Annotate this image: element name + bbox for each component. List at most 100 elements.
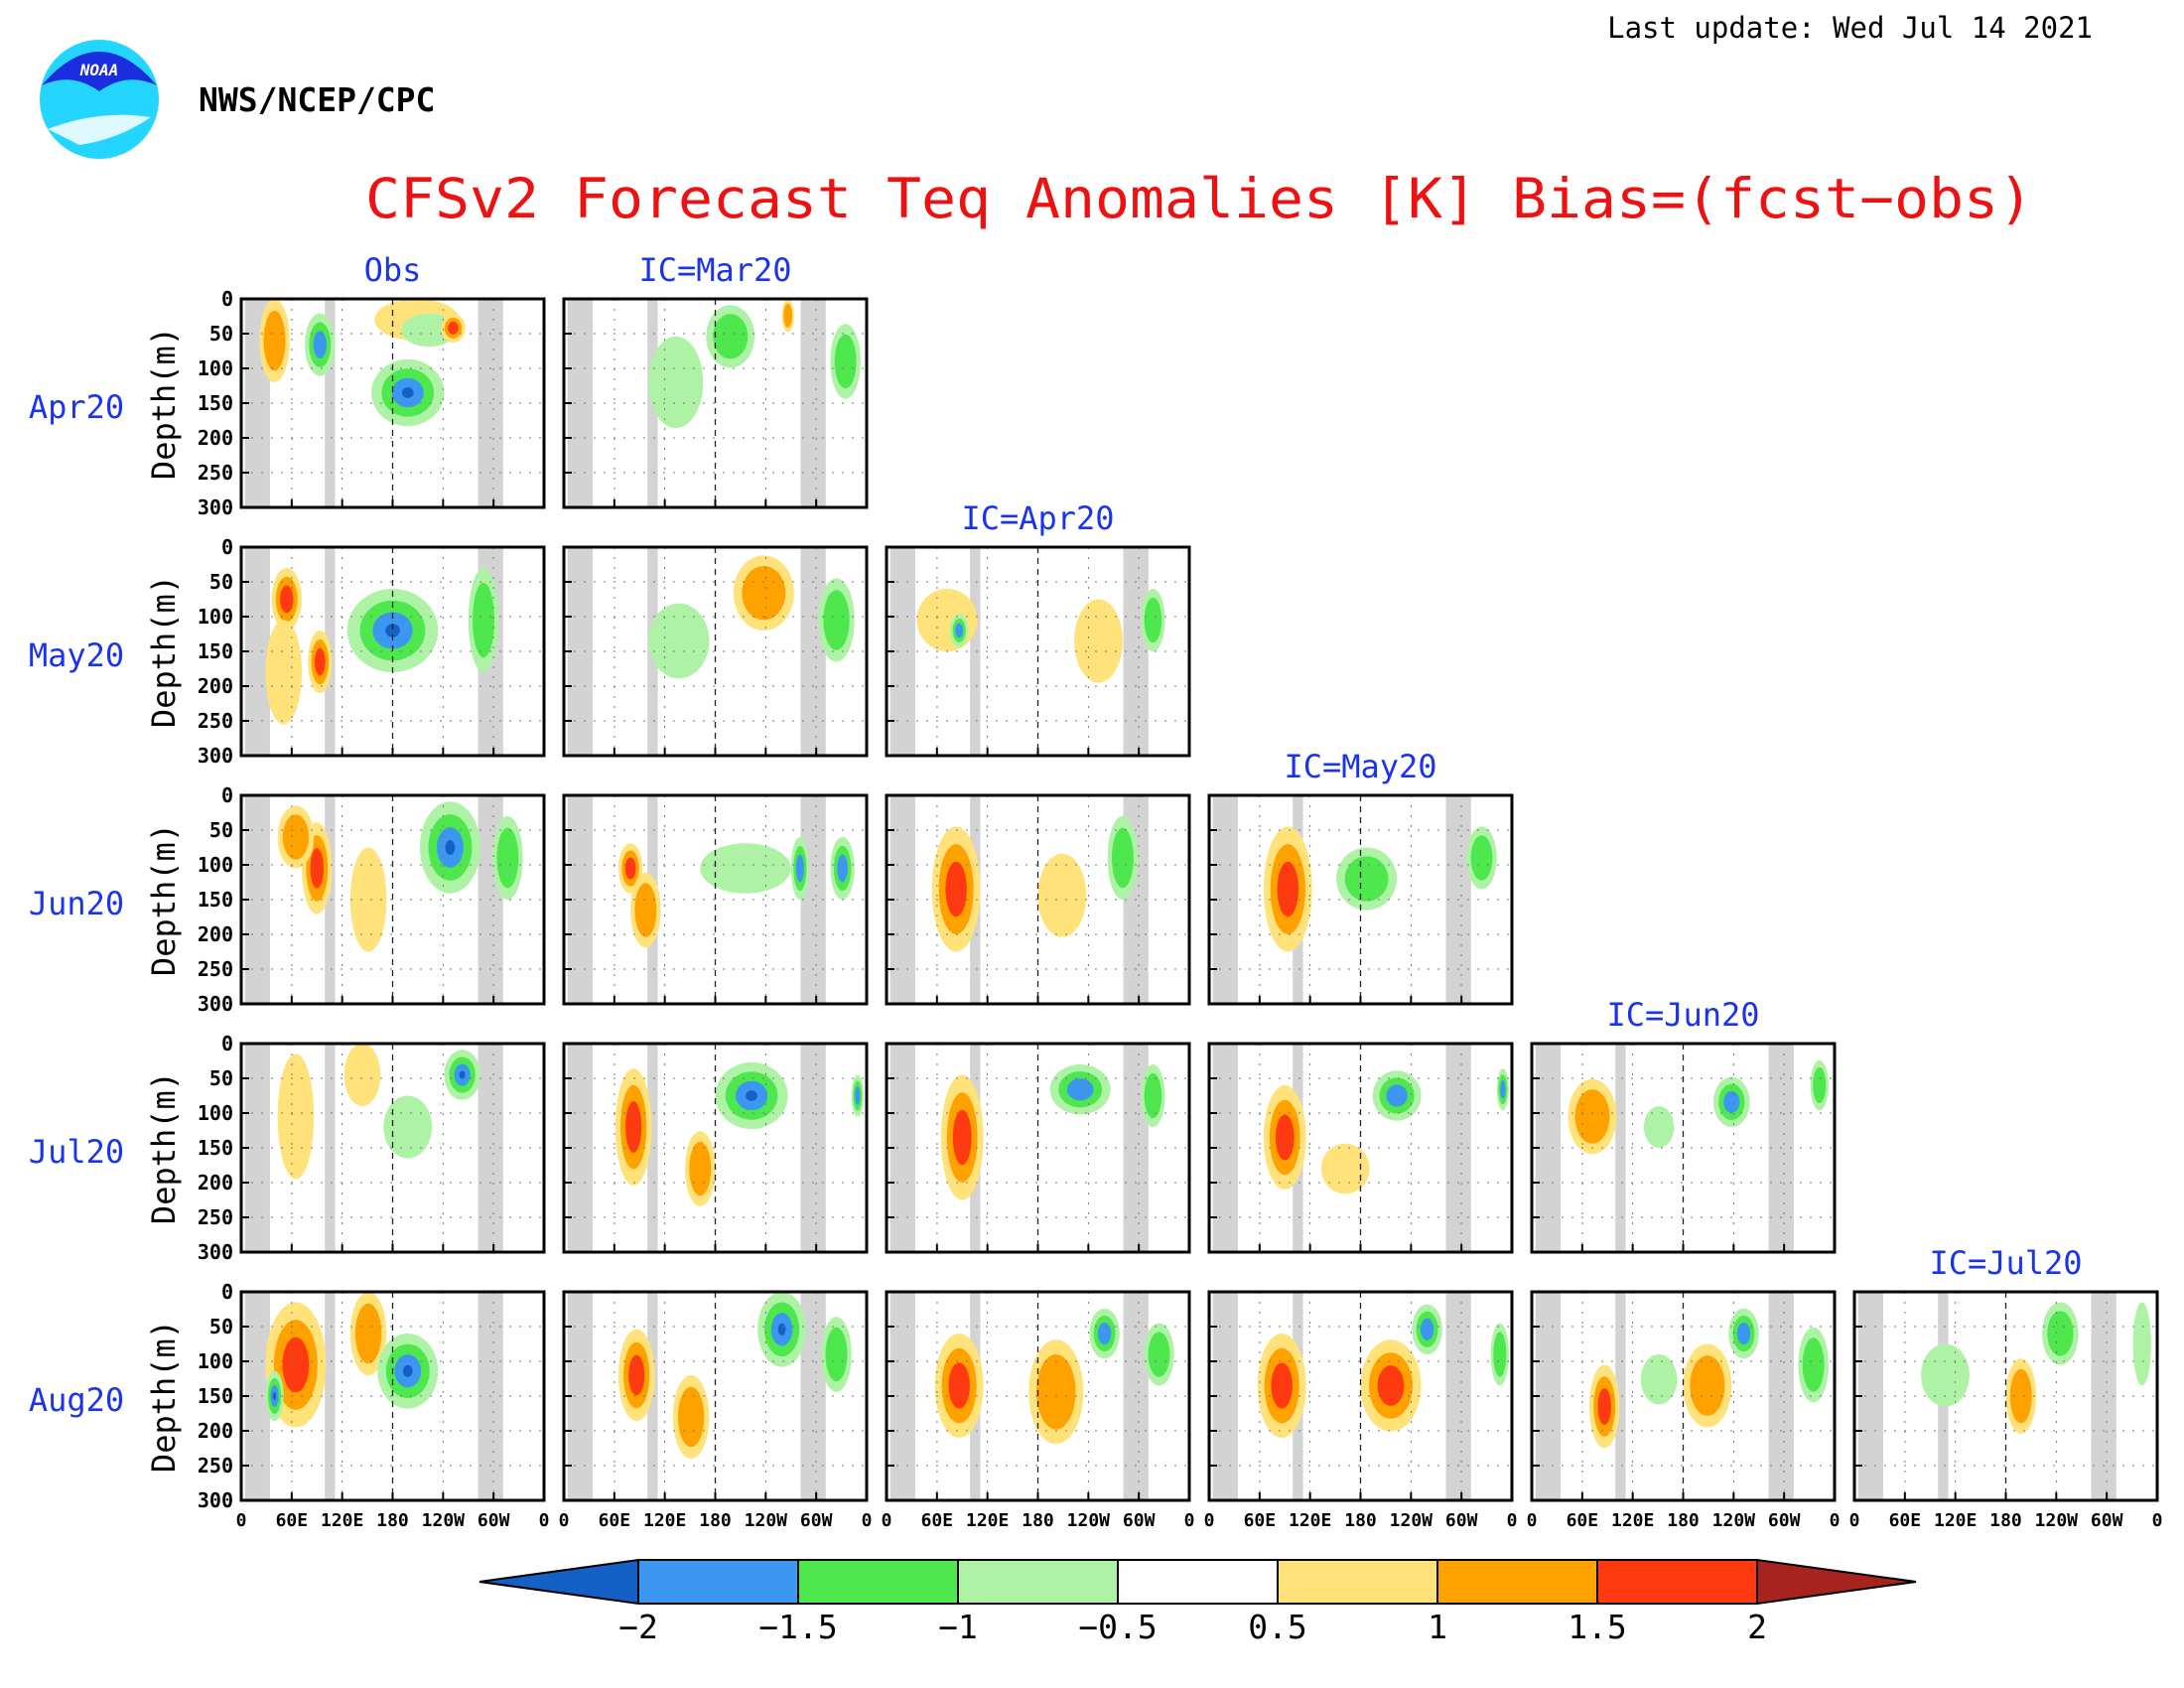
x-tick-label: 0 [539,1510,550,1531]
anomaly-contour [1037,853,1087,937]
panel-Aug20-ic4: 0 60E 120E 180 120W 60W 0 [1527,1290,1841,1531]
x-tick-label: 120W [1067,1510,1111,1531]
anomaly-contour [952,1109,972,1166]
panel-Apr20-ic1: IC=Mar20 [562,251,869,509]
anomaly-contour [354,1303,382,1364]
colorbar-label: 0.5 [1248,1608,1307,1646]
x-tick-label: 0 [1527,1510,1538,1531]
x-tick-label: 60W [1123,1510,1156,1531]
anomaly-contour [343,1044,381,1106]
row-label: Aug20 [29,1381,124,1419]
y-tick-label: 250 [198,709,233,733]
x-tick-label: 0 [2152,1510,2163,1531]
anomaly-contour [1148,1332,1170,1377]
x-tick-label: 120W [745,1510,788,1531]
anomaly-contour [282,814,310,860]
anomaly-contour [313,331,328,359]
anomaly-contour [314,647,326,676]
panel-Jul20-obs [239,1042,546,1254]
colorbar-segment [1596,1559,1758,1605]
panel-Aug20-ic1: 0 60E 120E 180 120W 60W 0 [559,1290,873,1531]
colorbar-segment [1277,1559,1438,1605]
anomaly-contour [742,565,786,621]
panel-Jun20-ic2 [885,793,1191,1006]
anomaly-contour [282,1336,310,1393]
panel-Apr20-obs: Obs [239,251,546,509]
y-tick-label: 0 [221,535,233,559]
column-label: IC=Mar20 [638,251,791,289]
anomaly-contour [1574,1089,1610,1144]
y-tick-label: 150 [198,888,233,912]
column-label: IC=May20 [1284,748,1436,785]
column-label: IC=Apr20 [961,499,1114,537]
y-tick-label: 0 [221,1280,233,1304]
y-axis-label: Depth(m) [145,1071,183,1224]
panel-Aug20-obs: 0 60E 120E 180 120W 60W 0 [236,1290,550,1531]
column-label: IC=Jun20 [1606,996,1759,1034]
anomaly-contour [1921,1343,1970,1407]
x-tick-label: 60W [800,1510,833,1531]
anomaly-contour [834,334,857,389]
panel-Jul20-ic3 [1207,1042,1514,1254]
x-tick-label: 0 [862,1510,873,1531]
y-tick-label: 200 [198,426,233,450]
y-tick-label: 200 [198,1171,233,1195]
anomaly-contour [1597,1388,1611,1425]
y-tick-label: 150 [198,1384,233,1408]
anomaly-contour [496,827,519,889]
panel-Jun20-obs [239,793,546,1006]
colorbar-label: 1.5 [1568,1608,1627,1646]
anomaly-contour [2132,1302,2151,1386]
y-tick-label: 250 [198,1205,233,1229]
anomaly-contour [1386,1084,1408,1107]
x-tick-label: 0 [882,1510,892,1531]
anomaly-contour [648,336,704,429]
colorbar-arrow-right [1756,1558,1917,1606]
panel-Jul20-ic1 [562,1042,869,1254]
x-tick-label: 0 [559,1510,570,1531]
y-tick-label: 100 [198,1349,233,1373]
x-tick-label: 120W [2035,1510,2079,1531]
anomaly-contour [1097,1322,1112,1345]
x-tick-label: 60W [1768,1510,1801,1531]
colorbar-label: 1 [1428,1608,1447,1646]
anomaly-contour [2047,1311,2074,1356]
chart-title: CFSv2 Forecast Teq Anomalies [K] Bias=(f… [365,167,2033,230]
colorbar-segment [797,1559,959,1605]
anomaly-contour [265,620,303,725]
y-tick-label: 50 [209,818,233,842]
anomaly-contour [628,1354,645,1396]
y-tick-label: 150 [198,639,233,663]
noaa-logo: NOAA [40,40,159,159]
y-tick-label: 50 [209,1066,233,1090]
x-tick-label: 180 [1344,1510,1377,1531]
panel-row-Apr20: Apr20 Depth(m) 0 50 100 150 200 250 300 Obs IC=Mar… [29,251,869,519]
anomaly-contour [945,861,967,917]
column-label: IC=Jul20 [1929,1244,2082,1282]
anomaly-contour [783,303,793,328]
y-tick-label: 50 [209,570,233,594]
row-label: Jun20 [29,885,124,922]
x-tick-label: 60W [2091,1510,2123,1531]
anomaly-contour [916,589,978,651]
last-update-text: Last update: Wed Jul 14 2021 [1607,11,2093,45]
y-tick-label: 250 [198,1454,233,1477]
anomaly-contour [624,857,636,880]
anomaly-contour [459,1070,466,1079]
colorbar-label: −0.5 [1078,1608,1157,1646]
x-tick-label: 0 [1830,1510,1841,1531]
anomaly-contour [401,387,414,398]
anomaly-contour [1271,1362,1293,1409]
x-tick-label: 0 [1507,1510,1518,1531]
anomaly-contour [634,883,657,937]
anomaly-contour [1144,1072,1162,1119]
colorbar-segment [1436,1559,1598,1605]
anomaly-contour [310,848,324,889]
panel-row-May20: May20 Depth(m) 0 50 100 150 200 250 300 IC=Apr20 [29,499,1191,768]
y-tick-label: 300 [198,495,233,519]
row-label: Apr20 [29,388,124,426]
row-label: Jul20 [29,1133,124,1171]
anomaly-contour [713,314,749,359]
anomaly-contour [445,840,456,855]
